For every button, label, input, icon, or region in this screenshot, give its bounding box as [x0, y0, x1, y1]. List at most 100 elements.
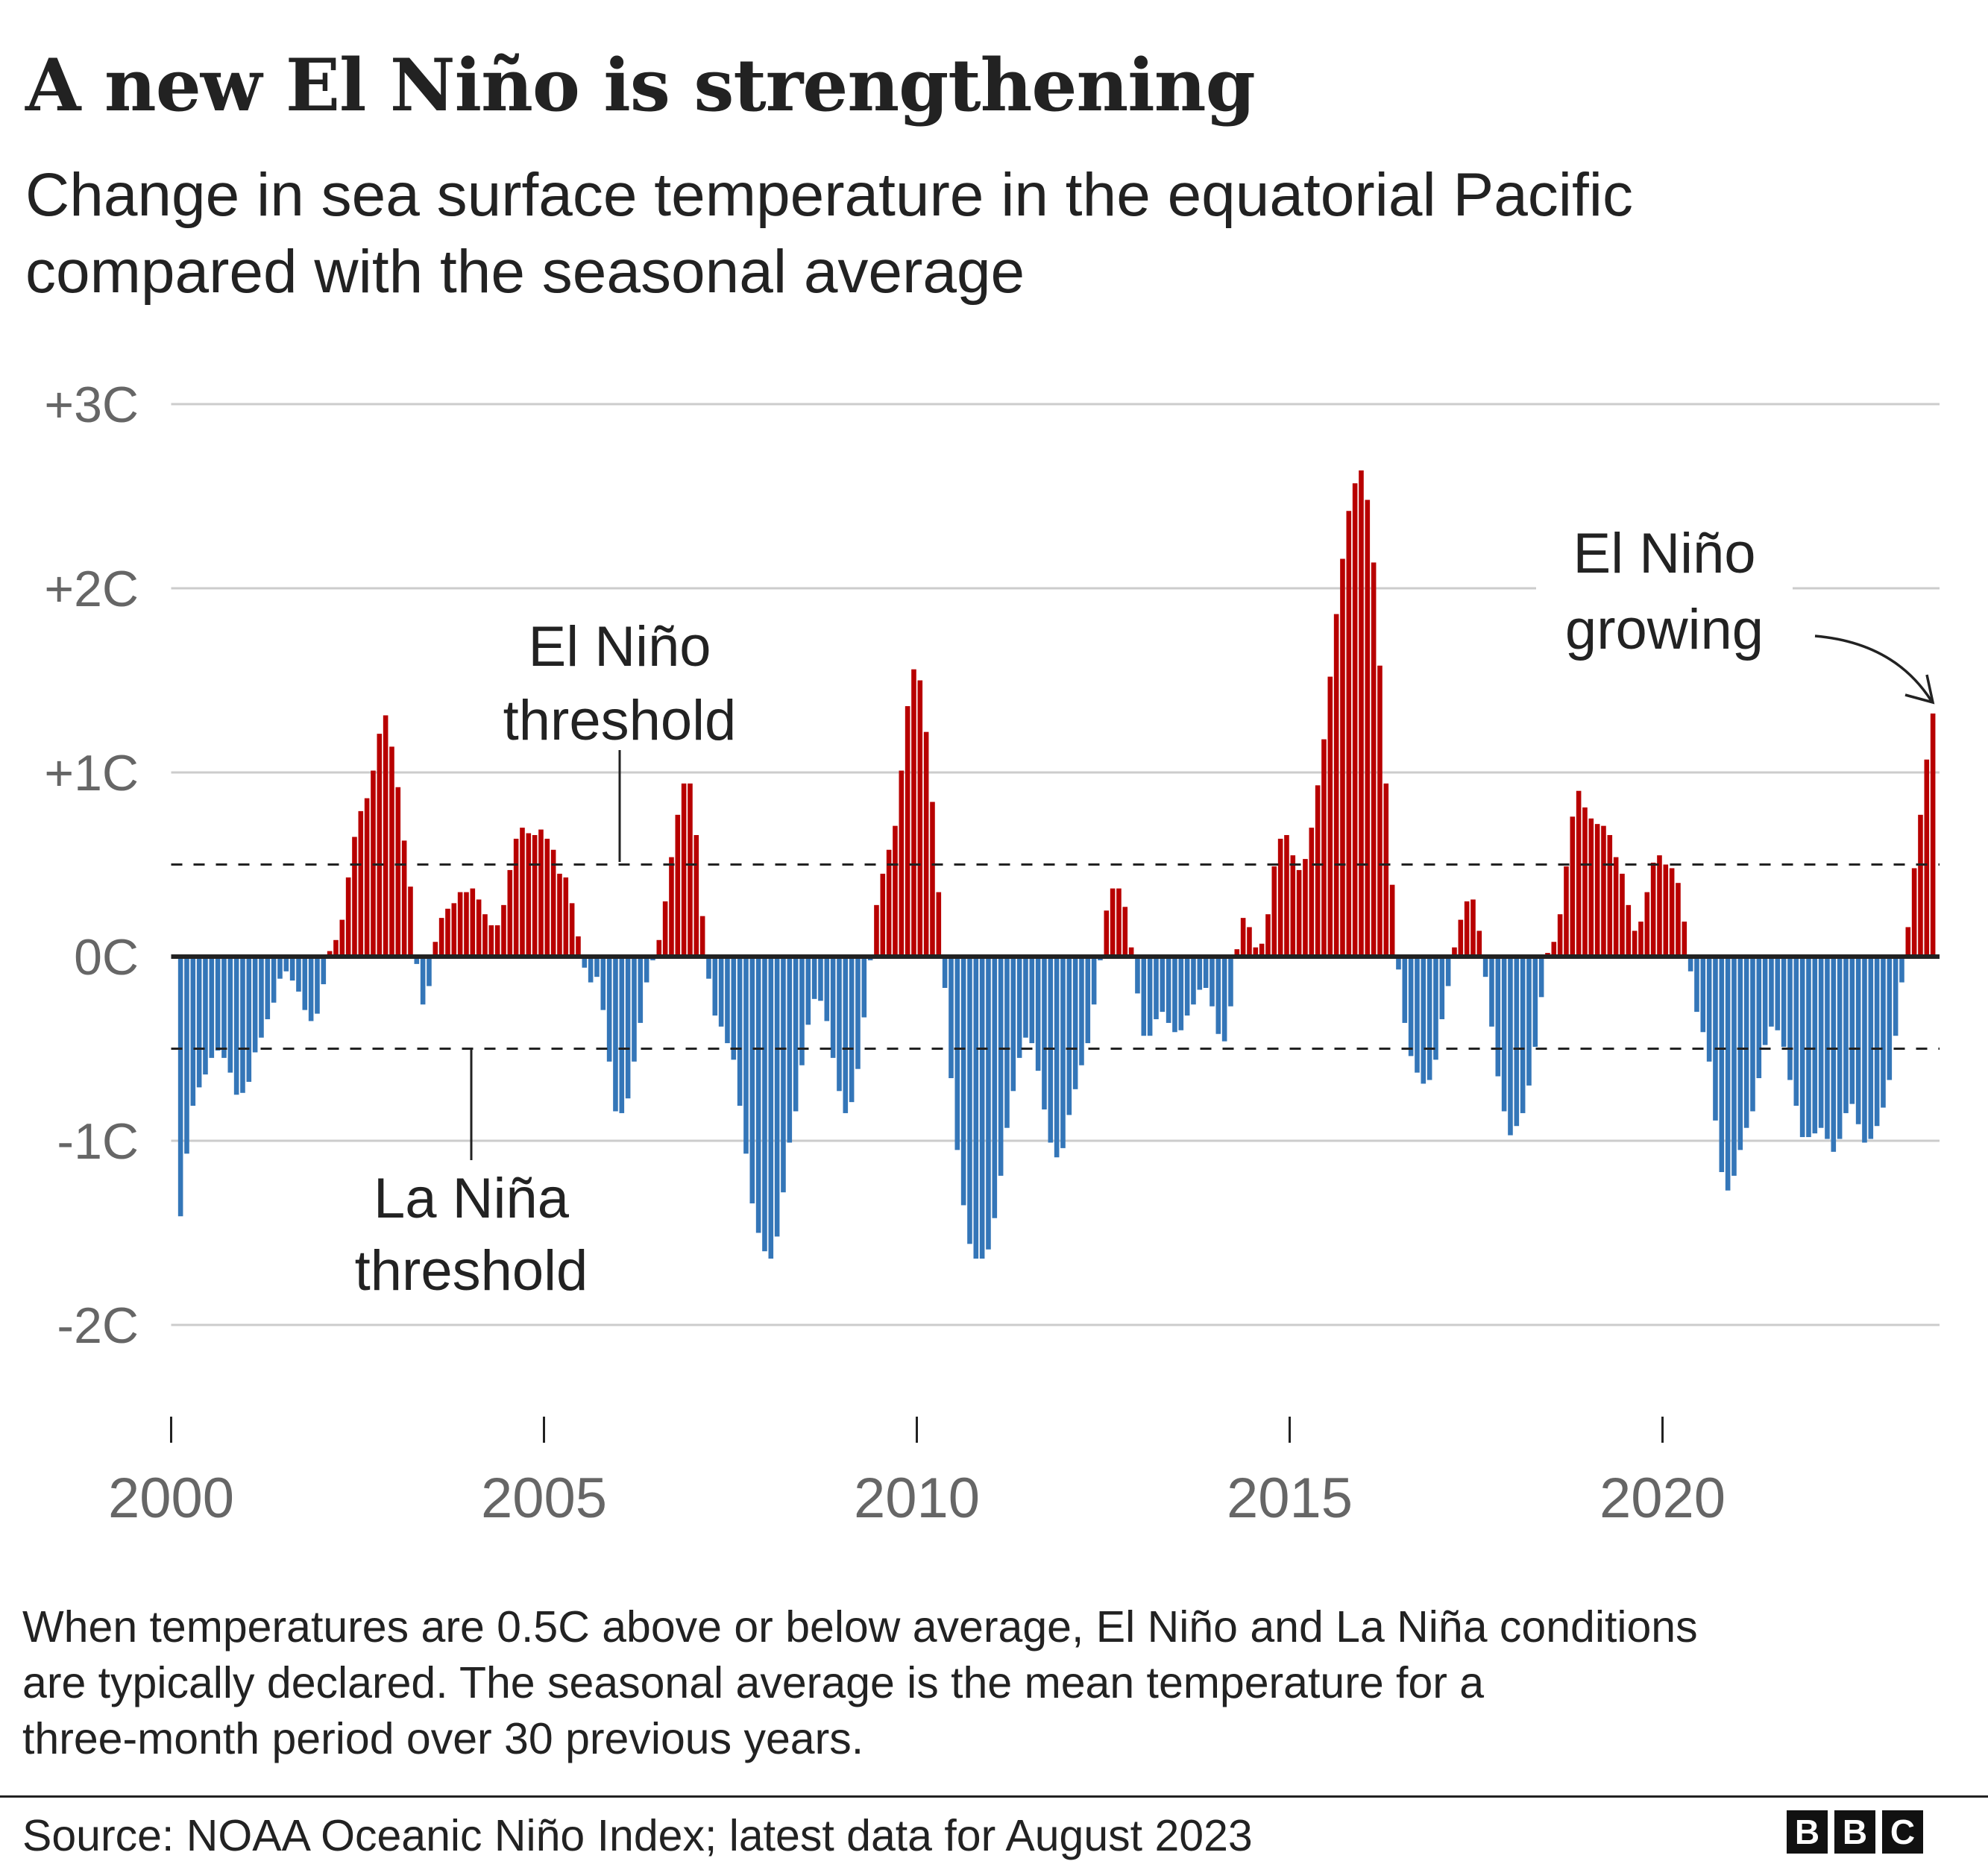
bar — [1638, 922, 1643, 957]
bar — [818, 957, 823, 1001]
bar — [1004, 957, 1010, 1128]
bar — [1750, 957, 1755, 1112]
bar — [1470, 899, 1476, 957]
bar — [662, 901, 668, 957]
bar — [706, 957, 711, 979]
bar — [1259, 943, 1265, 957]
bar — [1551, 942, 1557, 957]
bar — [333, 939, 339, 957]
source-note: Source: NOAA Oceanic Niño Index; latest … — [22, 1811, 1253, 1860]
bar — [457, 892, 463, 957]
bar — [1284, 834, 1289, 957]
y-tick-label: +1C — [44, 745, 139, 802]
bar — [1476, 931, 1482, 957]
bar — [625, 957, 631, 1099]
footnote-line: When temperatures are 0.5C above or belo… — [22, 1602, 1698, 1652]
bar — [824, 957, 830, 1021]
chart-title: A new El Niño is strengthening — [25, 43, 1256, 127]
bar — [1396, 957, 1401, 970]
bar — [1918, 814, 1923, 957]
bar — [905, 706, 910, 957]
bar — [532, 834, 538, 957]
bar — [886, 849, 892, 957]
bar — [408, 887, 413, 957]
bar — [1154, 957, 1159, 1019]
bar — [445, 908, 450, 957]
y-tick-label: +2C — [44, 561, 139, 617]
bar — [688, 783, 693, 957]
bar — [1849, 957, 1855, 1104]
bar — [1415, 957, 1420, 1073]
bar — [1327, 676, 1333, 957]
bar — [1613, 857, 1619, 957]
bar — [942, 957, 948, 988]
bar — [1371, 562, 1377, 957]
bar — [1191, 957, 1196, 1005]
bar — [712, 957, 718, 1016]
bar — [557, 873, 562, 957]
bar — [1781, 957, 1787, 1048]
bar — [576, 936, 581, 957]
bar — [1650, 863, 1656, 957]
bar — [1160, 957, 1166, 1013]
bar — [1887, 957, 1893, 1080]
bar — [1787, 957, 1793, 1080]
bar — [1837, 957, 1843, 1139]
bar — [1676, 883, 1681, 957]
logo-block: B — [1834, 1810, 1875, 1854]
bar — [550, 849, 556, 957]
bar — [451, 903, 457, 957]
bar — [1663, 864, 1669, 957]
bar — [1669, 868, 1675, 957]
x-tick-label: 2000 — [108, 1467, 234, 1530]
annotation-text: threshold — [355, 1239, 588, 1303]
bar — [1489, 957, 1494, 1027]
bar — [632, 957, 637, 1062]
bar — [1321, 739, 1327, 957]
bar — [1731, 957, 1737, 1176]
bar — [1806, 957, 1811, 1138]
bar — [1458, 919, 1464, 957]
bar — [1737, 957, 1743, 1150]
bar — [656, 939, 662, 957]
bar — [1812, 957, 1818, 1134]
bar — [1514, 957, 1520, 1127]
bar — [1066, 957, 1072, 1115]
y-axis-labels: +3C +2C +1C 0C -1C -2C — [44, 377, 139, 1354]
bar — [986, 957, 991, 1250]
bar — [1147, 957, 1153, 1036]
bar — [438, 918, 444, 957]
logo-block: C — [1882, 1810, 1923, 1854]
bar — [339, 919, 345, 957]
bar — [1042, 957, 1047, 1110]
bar — [1346, 511, 1352, 957]
bar — [1122, 907, 1128, 957]
bar — [209, 957, 215, 1058]
bar — [737, 957, 743, 1106]
bar — [1756, 957, 1762, 1079]
bar — [1247, 927, 1252, 957]
bar — [762, 957, 767, 1252]
bar — [1265, 914, 1271, 957]
bar — [1035, 957, 1041, 1071]
bar — [1060, 957, 1066, 1148]
bar — [1719, 957, 1725, 1172]
bar — [1924, 759, 1930, 957]
bar — [600, 957, 606, 1010]
bar — [321, 957, 327, 985]
bar — [1769, 957, 1774, 1027]
bar — [1426, 957, 1432, 1080]
bar — [203, 957, 208, 1075]
bar — [1016, 957, 1022, 1058]
bar — [811, 957, 817, 999]
bar — [1352, 483, 1358, 957]
bar — [1626, 904, 1632, 957]
bar — [271, 957, 277, 1003]
x-tick-label: 2020 — [1599, 1467, 1726, 1530]
bar — [843, 957, 849, 1113]
bar — [1221, 957, 1227, 1042]
bar — [1594, 824, 1600, 957]
bar — [470, 888, 476, 957]
bar — [936, 892, 942, 957]
bar — [861, 957, 867, 1018]
